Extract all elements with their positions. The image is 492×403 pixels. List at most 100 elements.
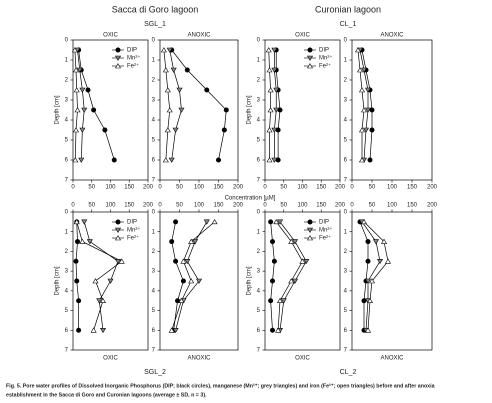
legend-marker — [306, 227, 314, 233]
fe-point — [90, 327, 97, 333]
y-axis-label: Depth [cm] — [55, 95, 61, 124]
fe-point — [162, 157, 169, 163]
y-tick-label: 5 — [152, 138, 156, 144]
x-tick-label: 50 — [369, 185, 376, 191]
fe-point — [364, 327, 372, 333]
x-tick-label: 100 — [297, 185, 308, 191]
profile-line — [175, 221, 208, 331]
mn-point — [81, 219, 88, 225]
panel-label: ANOXIC — [187, 33, 211, 39]
y-tick-label: 5 — [152, 308, 156, 314]
mn-point — [362, 127, 370, 133]
fe-point — [267, 87, 274, 93]
mn-point — [195, 278, 203, 284]
fe-point — [354, 47, 362, 53]
y-tick-label: 1 — [152, 229, 156, 235]
profile-line — [359, 221, 369, 331]
fe-point — [166, 107, 173, 113]
legend-marker — [114, 55, 122, 61]
group-title: Curonian lagoon — [315, 4, 381, 14]
mn-point — [364, 107, 372, 113]
x-tick-label: 100 — [297, 203, 308, 209]
x-tick-label: 0 — [71, 185, 75, 191]
x-tick-label: 50 — [176, 185, 183, 191]
fe-point — [164, 127, 171, 133]
y-tick-label: 4 — [152, 288, 156, 294]
y-axis-label: Depth [cm] — [55, 266, 61, 295]
y-tick-label: 4 — [344, 118, 348, 124]
mn-point — [364, 278, 372, 284]
y-tick-label: 6 — [65, 328, 69, 334]
mn-point — [170, 67, 177, 73]
mn-point — [86, 239, 93, 245]
x-axis-label: Concentration [µM] — [225, 196, 276, 202]
x-tick-label: 200 — [335, 185, 346, 191]
y-tick-label: 5 — [257, 138, 261, 144]
fe-point — [366, 297, 374, 304]
mn-point — [107, 278, 114, 284]
fe-point — [92, 278, 99, 284]
dip-point — [73, 258, 79, 264]
panel-label: OXIC — [103, 33, 118, 39]
y-tick-label: 7 — [65, 348, 69, 354]
legend-marker — [306, 235, 314, 241]
dip-point — [76, 298, 82, 304]
profile-line — [275, 221, 303, 331]
fe-point — [73, 87, 80, 93]
mn-point — [172, 127, 179, 133]
dip-point — [365, 258, 371, 264]
dip-point — [223, 107, 229, 113]
x-tick-label: 200 — [335, 203, 346, 209]
profile-line — [169, 49, 182, 161]
y-tick-label: 2 — [344, 249, 348, 255]
dip-point — [361, 298, 367, 304]
y-tick-label: 5 — [65, 138, 69, 144]
fe-point — [71, 47, 78, 53]
fe-point — [72, 67, 80, 73]
fe-point — [358, 127, 366, 133]
legend-label: DIP — [127, 48, 137, 54]
dip-point — [367, 157, 373, 163]
mn-point — [271, 157, 278, 163]
y-tick-label: 0 — [65, 210, 69, 216]
x-tick-label: 200 — [233, 203, 244, 209]
x-tick-label: 150 — [407, 185, 418, 191]
dip-point — [180, 278, 186, 284]
fe-point — [72, 157, 79, 163]
y-tick-label: 6 — [152, 328, 156, 334]
fe-point — [178, 297, 185, 304]
y-tick-label: 0 — [257, 38, 261, 44]
group-label: CL_1 — [340, 21, 357, 28]
y-tick-label: 6 — [152, 158, 156, 164]
mn-point — [376, 258, 384, 265]
y-tick-label: 5 — [65, 308, 69, 314]
mn-point — [96, 298, 103, 304]
x-tick-label: 50 — [280, 203, 287, 209]
legend-marker — [115, 47, 121, 53]
fe-point — [358, 87, 366, 93]
group-label: SGL_1 — [144, 21, 166, 28]
y-tick-label: 3 — [152, 269, 156, 275]
y-tick-label: 3 — [344, 269, 348, 275]
y-tick-label: 3 — [152, 98, 156, 104]
x-tick-label: 50 — [88, 185, 95, 191]
x-tick-label: 0 — [158, 185, 162, 191]
mn-point — [114, 258, 122, 265]
y-tick-label: 2 — [257, 78, 261, 84]
legend-marker — [114, 235, 122, 241]
fe-point — [273, 218, 280, 225]
x-tick-label: 100 — [105, 203, 116, 209]
mn-point — [372, 239, 380, 245]
fe-point — [73, 218, 80, 225]
y-tick-label: 3 — [65, 269, 69, 275]
y-tick-label: 1 — [65, 229, 69, 235]
panel-label: ANOXIC — [187, 356, 211, 362]
x-tick-label: 50 — [176, 203, 183, 209]
y-tick-label: 6 — [344, 328, 348, 334]
mn-point — [276, 219, 284, 225]
fe-point — [160, 47, 167, 53]
fe-point — [164, 87, 171, 93]
x-tick-label: 150 — [213, 185, 224, 191]
dip-point — [271, 258, 277, 264]
